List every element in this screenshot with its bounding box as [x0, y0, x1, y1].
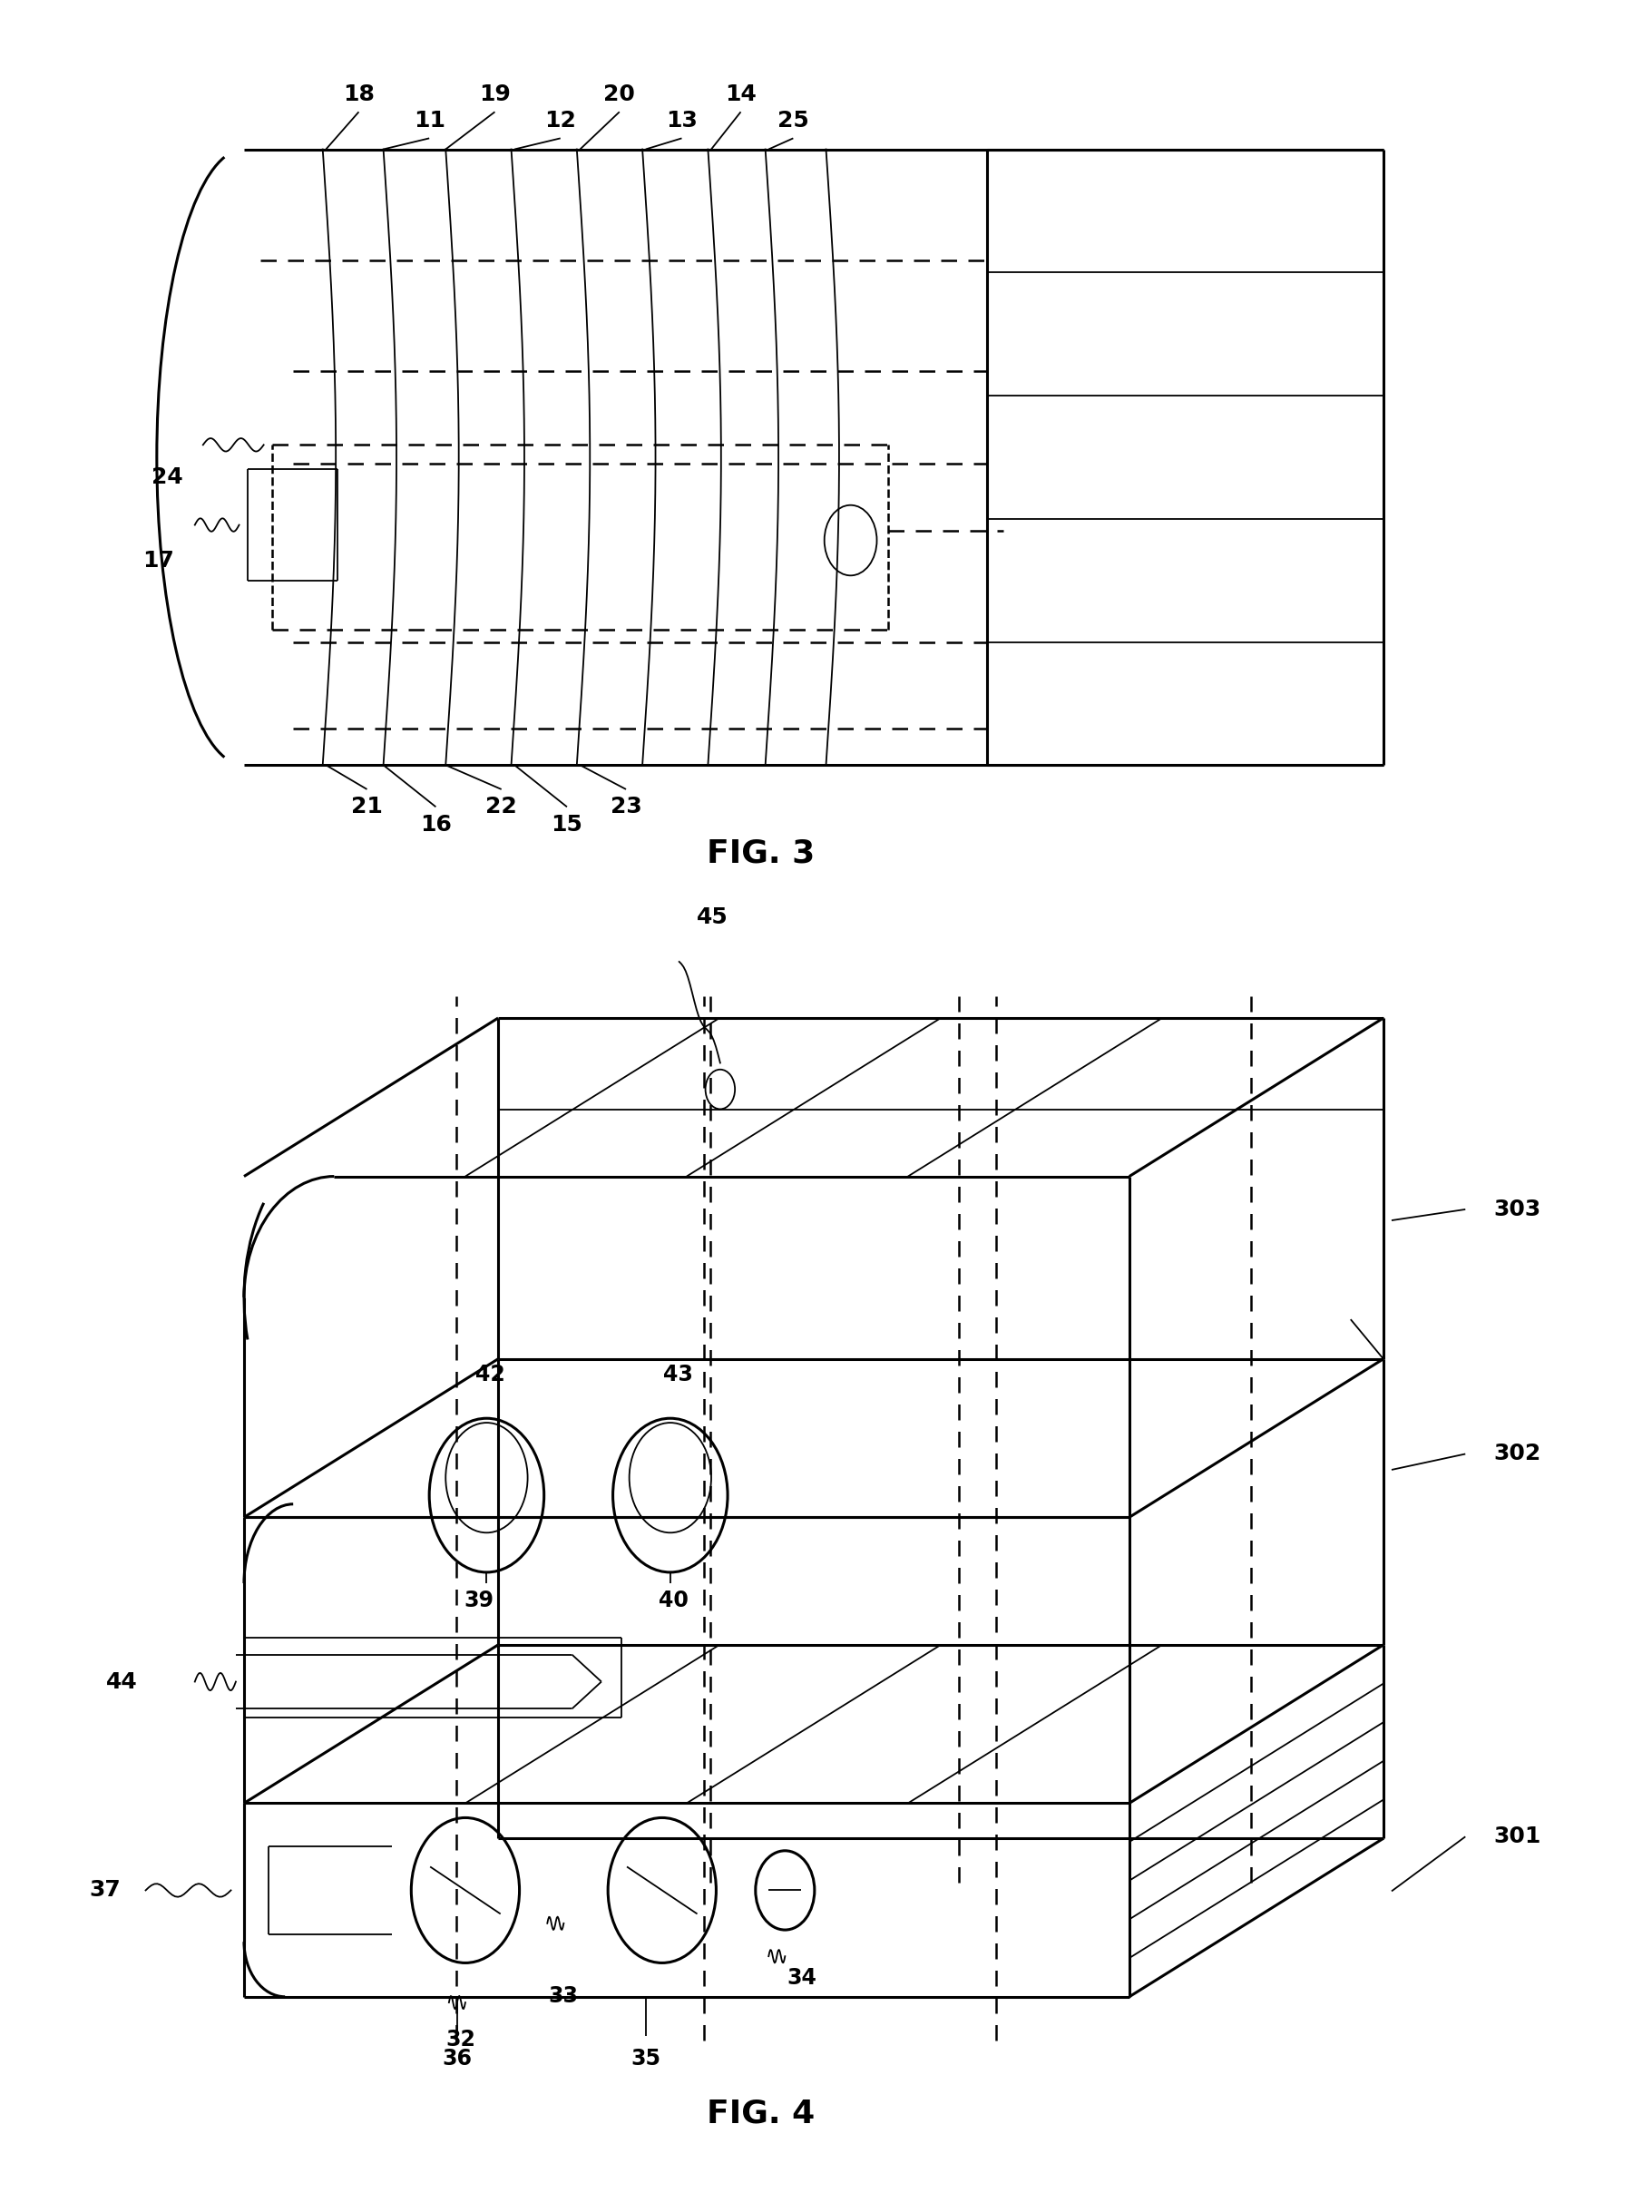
Text: 40: 40 — [659, 1590, 689, 1613]
Text: 20: 20 — [603, 84, 636, 106]
Text: 13: 13 — [666, 111, 697, 131]
Text: 37: 37 — [89, 1880, 121, 1900]
Text: 24: 24 — [152, 467, 183, 489]
Text: 35: 35 — [631, 2048, 661, 2068]
Text: 303: 303 — [1493, 1199, 1541, 1221]
Text: 45: 45 — [695, 907, 729, 929]
Text: 23: 23 — [610, 796, 641, 818]
Text: 43: 43 — [664, 1363, 694, 1385]
Text: 12: 12 — [545, 111, 577, 131]
Text: 11: 11 — [413, 111, 444, 131]
Text: 301: 301 — [1493, 1825, 1541, 1847]
Text: 18: 18 — [344, 84, 375, 106]
Text: 17: 17 — [144, 549, 175, 571]
Text: 44: 44 — [106, 1670, 137, 1692]
Text: 36: 36 — [443, 2048, 472, 2068]
Text: FIG. 4: FIG. 4 — [707, 2097, 814, 2128]
Text: 39: 39 — [464, 1590, 494, 1613]
Text: 16: 16 — [420, 814, 451, 836]
Text: 25: 25 — [778, 111, 809, 131]
Text: 14: 14 — [725, 84, 757, 106]
Text: 15: 15 — [552, 814, 583, 836]
Text: 19: 19 — [479, 84, 510, 106]
Text: 21: 21 — [352, 796, 383, 818]
Text: 32: 32 — [446, 2028, 476, 2051]
Text: 34: 34 — [786, 1966, 816, 1989]
Text: 302: 302 — [1493, 1442, 1541, 1464]
Text: 33: 33 — [548, 1984, 578, 2006]
Text: FIG. 3: FIG. 3 — [707, 838, 814, 869]
Text: 42: 42 — [476, 1363, 506, 1385]
Text: 22: 22 — [486, 796, 517, 818]
